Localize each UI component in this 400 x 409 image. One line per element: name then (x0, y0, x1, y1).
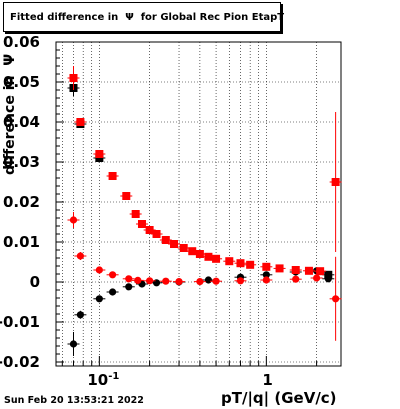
data-point-square (324, 270, 333, 279)
y-tick-label: 0 (29, 273, 40, 291)
data-point-circle (125, 283, 133, 291)
chart-title: Fitted difference in Ψ for Global Rec Pi… (10, 12, 285, 23)
data-point-circle (76, 311, 85, 319)
y-tick-label: 0.03 (2, 153, 40, 171)
data-point-square (204, 252, 213, 261)
data-point-square (152, 230, 161, 238)
data-point-circle (69, 340, 78, 348)
y-tick-label: 0.05 (2, 73, 40, 91)
data-point-circle (152, 279, 161, 287)
data-point-circle (146, 277, 154, 285)
data-point-square (69, 74, 78, 82)
data-point-square (161, 236, 170, 244)
data-point-circle (108, 271, 117, 279)
data-point-square (170, 240, 179, 248)
data-point-circle (162, 277, 170, 285)
data-point-circle (312, 274, 321, 282)
data-point-square (76, 118, 85, 126)
x-tick-label: 10-1 (87, 371, 120, 389)
data-point-square (291, 266, 300, 274)
data-point-circle (204, 276, 213, 284)
y-tick-label: 0.06 (2, 33, 40, 51)
plot-frame (55, 41, 342, 367)
data-point-square (195, 250, 204, 258)
data-point-square (108, 172, 117, 180)
data-point-square (316, 267, 325, 276)
data-point-circle (125, 275, 133, 283)
data-point-circle (262, 276, 270, 284)
data-point-square (331, 178, 340, 186)
y-tick-label: -0.02 (0, 353, 40, 371)
data-point-circle (292, 275, 300, 283)
data-point-circle (134, 276, 142, 284)
axis-ticks (56, 41, 318, 366)
data-point-square (131, 210, 140, 218)
data-point-square (122, 192, 131, 200)
y-tick-label: -0.01 (0, 313, 40, 331)
data-point-square (246, 260, 255, 269)
y-tick-label: 0.04 (2, 113, 40, 131)
data-point-square (225, 257, 234, 266)
data-point-circle (69, 216, 78, 224)
x-tick-label: 1 (262, 371, 273, 389)
x-axis-label: pT/|q| (GeV/c) (221, 389, 337, 407)
chart-title-box: Fitted difference in Ψ for Global Rec Pi… (3, 2, 285, 32)
y-axis-label: difference in Ψ (2, 53, 18, 175)
data-point-square (95, 150, 104, 158)
data-point-circle (262, 271, 270, 279)
y-tick-label: 0.01 (2, 233, 40, 251)
data-markers (67, 66, 342, 356)
data-point-square (188, 247, 197, 256)
data-point-square (262, 262, 271, 271)
data-point-square (304, 266, 313, 275)
data-point-square (179, 244, 188, 252)
data-point-circle (108, 288, 117, 296)
data-point-circle (95, 295, 103, 303)
data-point-circle (212, 277, 220, 285)
data-point-square (212, 254, 221, 263)
data-point-circle (95, 266, 103, 274)
data-point-circle (236, 277, 245, 285)
grid-lines (56, 41, 341, 366)
data-point-circle (332, 295, 340, 303)
data-point-square (275, 264, 284, 273)
y-tick-label: 0.02 (2, 193, 40, 211)
data-point-square (236, 259, 245, 268)
data-point-circle (196, 278, 204, 286)
date-stamp: Sun Feb 20 13:53:21 2022 (4, 395, 144, 406)
data-point-square (137, 220, 146, 228)
data-point-circle (175, 278, 183, 286)
data-point-circle (76, 252, 85, 260)
data-point-square (145, 226, 154, 234)
